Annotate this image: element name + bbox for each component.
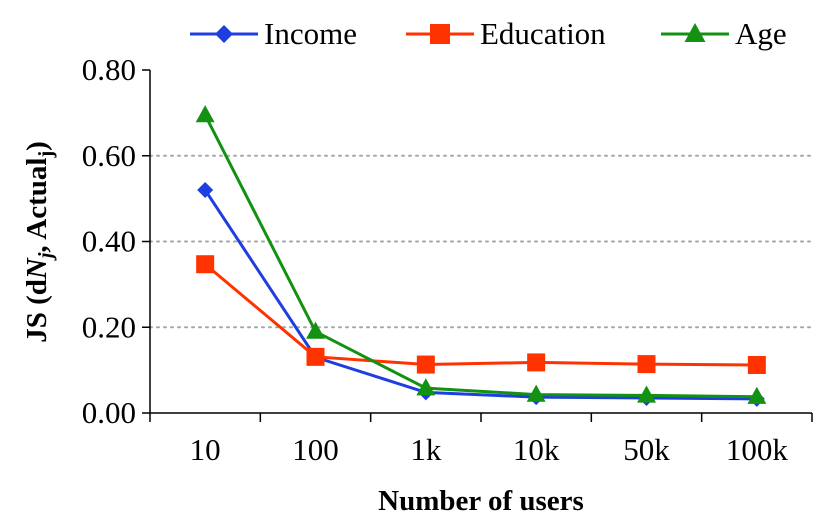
series-line	[203, 189, 757, 401]
data-point	[747, 386, 767, 404]
series-education	[196, 255, 766, 374]
legend-label: Income	[264, 16, 357, 51]
series-line	[204, 263, 757, 367]
legend-item-education: Education	[406, 16, 606, 51]
x-axis-title: Number of users	[378, 485, 584, 517]
y-axis-title-part-1: JS (d	[21, 279, 53, 343]
legend-item-income: Income	[190, 16, 357, 51]
legend-label: Age	[735, 16, 787, 51]
data-point	[527, 353, 546, 372]
y-tick-label: 0.40	[82, 224, 136, 259]
legend-item-age: Age	[661, 16, 787, 51]
y-tick-label: 0.60	[82, 138, 136, 173]
x-tick-label: 100k	[726, 432, 789, 467]
y-axis-title-part-2: N	[21, 257, 53, 280]
data-point	[637, 355, 656, 374]
x-tick-labels: 10 100 1k 10k 50k 100k	[190, 432, 789, 467]
legend-label: Education	[480, 16, 606, 51]
y-axis-title-part-4: , Actual	[21, 158, 53, 253]
x-tick-label: 10k	[513, 432, 560, 467]
series-age	[195, 105, 767, 404]
y-tick-labels: 0.00 0.20 0.40 0.60 0.80	[82, 52, 136, 430]
y-axis-title: JS (dNj, Actualj)	[21, 141, 57, 343]
legend: Income Education Age	[190, 16, 787, 51]
y-axis-title-part-6: )	[21, 141, 53, 151]
gridlines	[149, 154, 813, 329]
series-lines	[195, 105, 767, 407]
y-tick-label: 0.80	[82, 52, 136, 87]
legend-swatch-marker	[215, 25, 233, 43]
y-tick-label: 0.20	[82, 309, 136, 344]
legend-swatch-marker	[684, 23, 706, 42]
x-tick-label: 50k	[623, 432, 670, 467]
data-point	[196, 255, 215, 274]
x-tick-label: 1k	[410, 432, 442, 467]
y-axis-title-part-5: j	[35, 151, 57, 159]
x-tick-label: 10	[190, 432, 221, 467]
y-tick-label: 0.00	[82, 395, 136, 430]
data-point	[747, 355, 766, 374]
series-income	[197, 182, 765, 407]
data-point	[306, 347, 325, 366]
data-point	[416, 355, 435, 374]
data-point	[526, 384, 546, 402]
data-point	[306, 321, 325, 339]
x-tick-label: 100	[292, 432, 339, 467]
data-point	[195, 105, 215, 123]
legend-swatch-marker	[430, 24, 450, 44]
series-line	[203, 114, 757, 399]
data-point	[197, 182, 214, 199]
data-point	[637, 385, 656, 403]
axes	[142, 69, 813, 422]
y-axis-title-part-3: j	[35, 252, 57, 261]
data-point	[416, 378, 436, 396]
